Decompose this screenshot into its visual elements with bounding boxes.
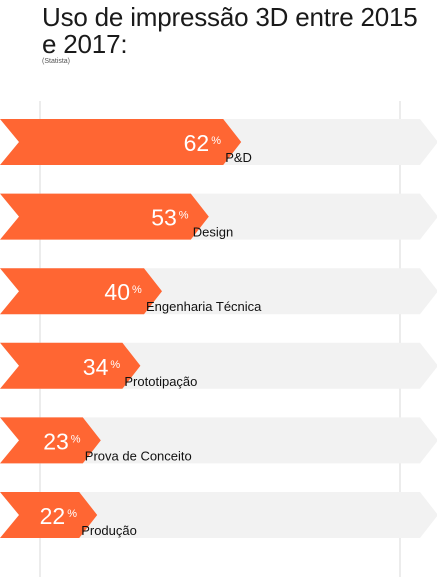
- bar: [0, 268, 162, 315]
- data-label-value: 53: [151, 205, 177, 231]
- bar: [0, 417, 101, 464]
- bar: [0, 492, 98, 538]
- bar-row: 62 % P&D: [0, 119, 437, 165]
- bar-row: 23 % Prova de Conceito: [0, 417, 437, 464]
- data-label-value: 22: [40, 503, 66, 529]
- bar: [0, 342, 141, 389]
- category-label: Prototipação: [124, 374, 197, 389]
- data-label-unit: %: [71, 433, 81, 445]
- data-label-unit: %: [211, 135, 221, 147]
- data-label-value: 40: [104, 279, 130, 305]
- data-label-unit: %: [132, 284, 142, 296]
- chart-title: Uso de impressão 3D entre 2015 e 2017:: [42, 2, 418, 59]
- category-label: Produção: [81, 523, 137, 538]
- category-label: Prova de Conceito: [85, 448, 192, 463]
- bar-row: 22 % Produção: [0, 492, 437, 538]
- data-label-unit: %: [67, 508, 77, 520]
- category-label: Design: [193, 225, 233, 240]
- category-label: Engenharia Técnica: [146, 299, 262, 314]
- data-label-value: 23: [43, 428, 69, 454]
- data-label-unit: %: [110, 359, 120, 371]
- chart-source: (Statista): [42, 58, 71, 65]
- category-label: P&D: [225, 150, 252, 165]
- bar-row: 34 % Prototipação: [0, 342, 437, 389]
- bar-row: 40 % Engenharia Técnica: [0, 268, 437, 315]
- bar-track: [0, 417, 437, 464]
- bar-track: [0, 492, 437, 538]
- data-label-value: 34: [83, 354, 109, 380]
- bar: [0, 119, 242, 165]
- bar-row: 53 % Design: [0, 193, 437, 240]
- data-label-unit: %: [179, 210, 189, 222]
- data-label-value: 62: [184, 130, 210, 156]
- bar: [0, 193, 209, 240]
